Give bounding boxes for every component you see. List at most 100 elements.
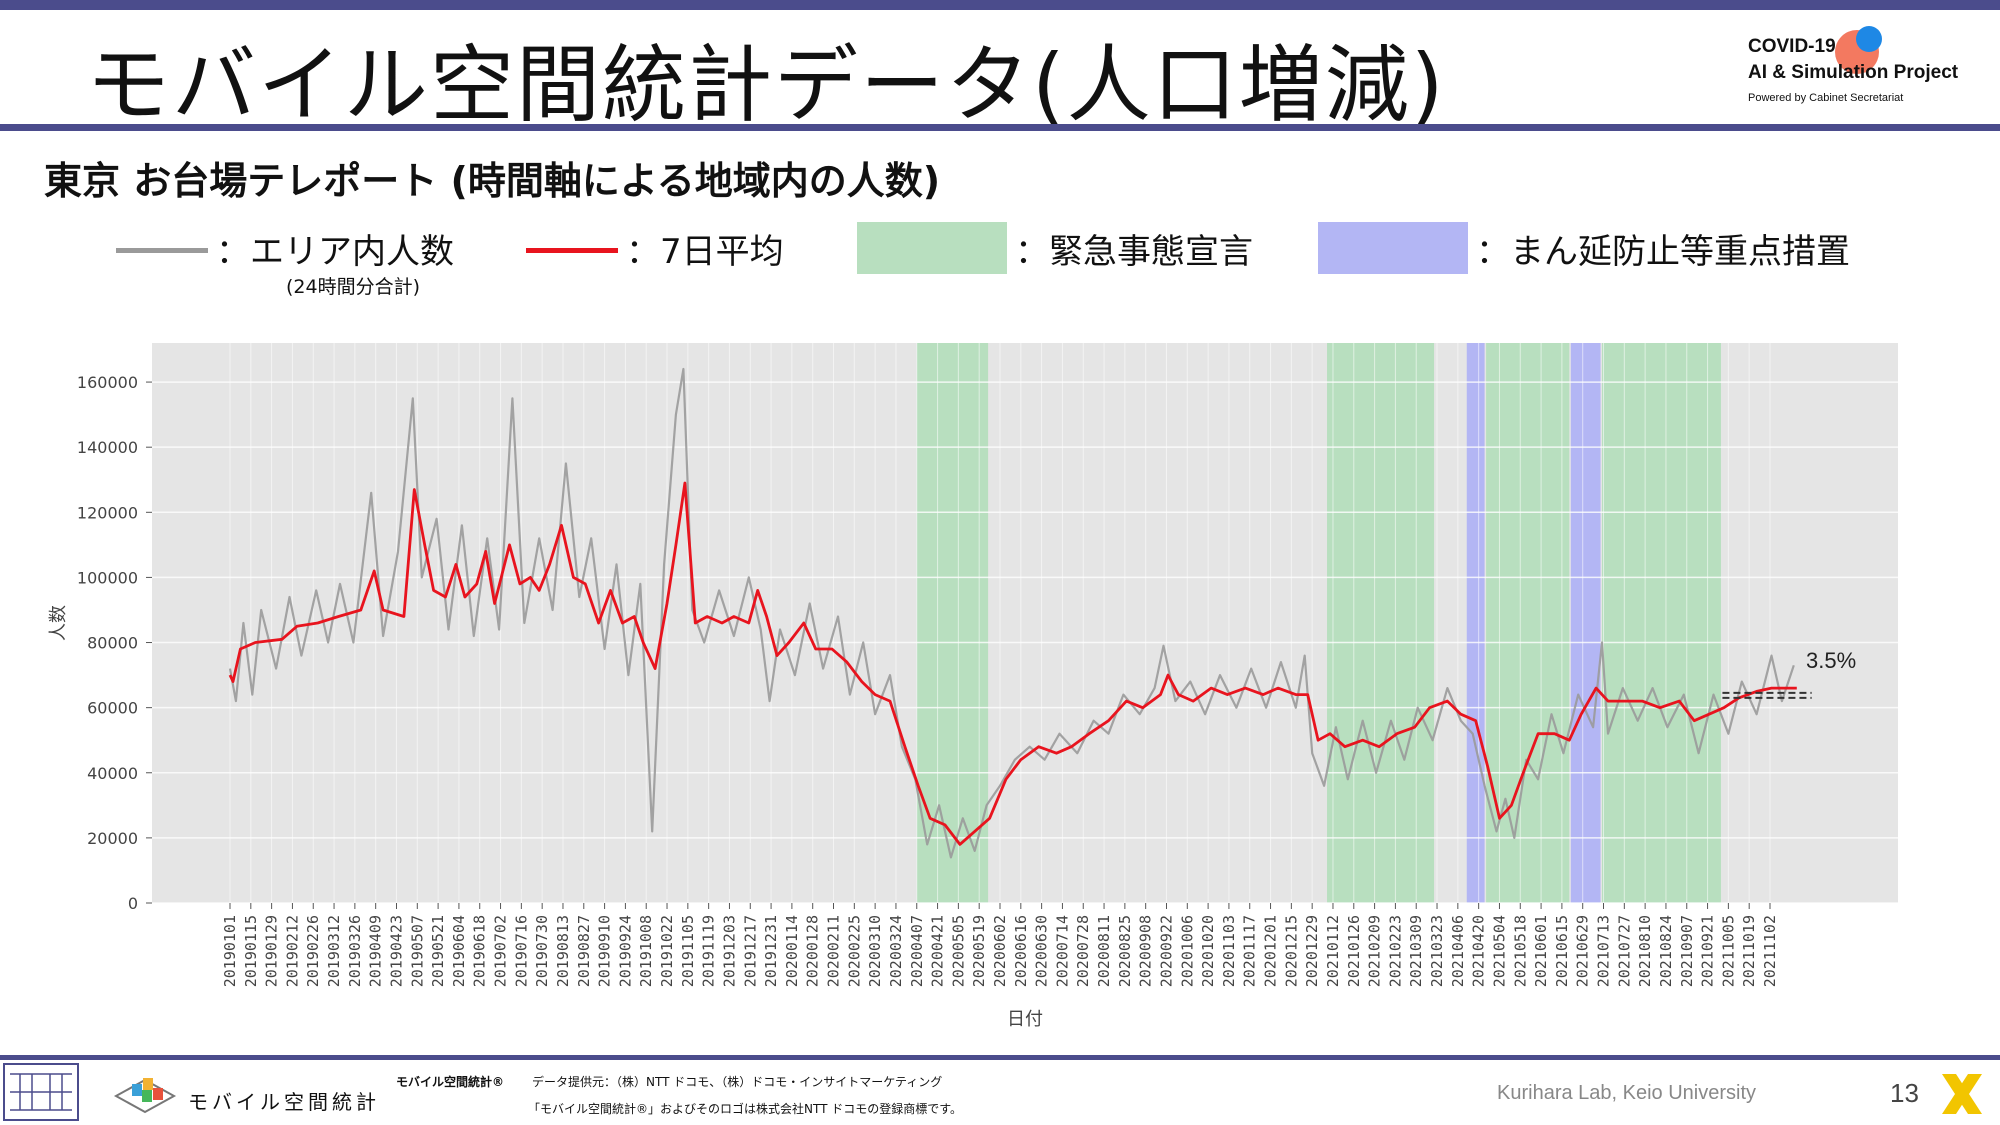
y-tick-label: 80000 — [87, 634, 138, 653]
header-divider — [0, 124, 2000, 131]
seven-day-average-line — [228, 481, 1797, 846]
x-tick-label: 20201229 — [1303, 915, 1321, 987]
x-tick-label: 20201006 — [1178, 915, 1196, 987]
x-tick-label: 20210727 — [1615, 915, 1633, 987]
x-tick-label: 20210504 — [1490, 915, 1508, 987]
x-tick-label: 20200728 — [1074, 915, 1092, 987]
x-tick-label: 20190924 — [616, 915, 634, 987]
x-tick-label: 20210824 — [1657, 915, 1675, 987]
y-tick-label: 60000 — [87, 699, 138, 718]
x-tick-label: 20200616 — [1012, 915, 1030, 987]
x-tick-label: 20190521 — [429, 915, 447, 987]
change-annotation: 3.5% — [1806, 648, 1856, 673]
legend-label-emergency: ：緊急事態宣言 — [1015, 232, 1253, 272]
legend-sublabel-area: (24時間分合計) — [286, 276, 421, 298]
x-tick-label: 20200505 — [949, 915, 967, 987]
project-logo: COVID-19 AI & Simulation Project Powered… — [1740, 22, 1985, 112]
legend-item-emergency: ：緊急事態宣言 — [857, 218, 1297, 288]
x-tick-label: 20201215 — [1282, 915, 1300, 987]
y-tick-label: 100000 — [77, 568, 138, 587]
x-tick-label: 20210323 — [1428, 915, 1446, 987]
x-tick-label: 20201103 — [1220, 915, 1238, 987]
legend-item-area: ：エリア内人数 (24時間分合計) — [116, 218, 516, 298]
emergency-band — [1327, 343, 1435, 903]
x-tick-label: 20200225 — [845, 915, 863, 987]
legend-swatch-purple — [1318, 222, 1468, 274]
x-tick-label: 20201201 — [1262, 915, 1280, 987]
page-number: 13 — [1890, 1078, 1919, 1108]
x-tick-label: 20210518 — [1511, 915, 1529, 987]
x-tick-label: 20191008 — [637, 915, 655, 987]
x-tick-label: 20190702 — [492, 915, 510, 987]
x-tick-label: 20200128 — [804, 915, 822, 987]
footer-brand-label: モバイル空間統計 — [188, 1090, 380, 1114]
x-axis-label: 日付 — [1007, 1009, 1043, 1030]
logo-line-2: AI & Simulation Project — [1748, 62, 1959, 83]
x-tick-label: 20200114 — [783, 915, 801, 987]
chart-subtitle: 東京 お台場テレポート (時間軸による地域内の人数) — [44, 159, 941, 203]
logo-blue-circle-icon — [1856, 26, 1882, 52]
x-tick-label: 20190423 — [387, 915, 405, 987]
x-tick-label: 20191231 — [762, 915, 780, 987]
x-tick-label: 20200922 — [1157, 915, 1175, 987]
x-tick-label: 20210921 — [1699, 915, 1717, 987]
x-tick-label: 20190730 — [533, 915, 551, 987]
x-tick-label: 20190604 — [450, 915, 468, 987]
y-tick-label: 20000 — [87, 829, 138, 848]
legend-swatch-green — [857, 222, 1007, 274]
legend-item-priority: ：まん延防止等重点措置 — [1318, 218, 1958, 288]
footer-divider — [0, 1055, 2000, 1060]
x-tick-label: 20200630 — [1033, 915, 1051, 987]
y-axis-label: 人数 — [48, 605, 69, 641]
x-tick-label: 20200421 — [929, 915, 947, 987]
x-tick-label: 20210713 — [1595, 915, 1613, 987]
emergency-band — [1602, 343, 1721, 903]
x-tick-label: 20210907 — [1678, 915, 1696, 987]
legend-label-avg: ：7日平均 — [626, 232, 784, 272]
x-tick-label: 20210209 — [1366, 915, 1384, 987]
legend-label-priority: ：まん延防止等重点措置 — [1476, 232, 1850, 272]
x-tick-label: 20200714 — [1053, 915, 1071, 987]
mobile-spatial-stats-logo-icon — [113, 1078, 177, 1114]
x-tick-label: 20190409 — [367, 915, 385, 987]
x-tick-label: 20210406 — [1449, 915, 1467, 987]
x-tick-label: 20200211 — [825, 915, 843, 987]
priority-band — [1466, 343, 1485, 903]
priority-band — [1570, 343, 1601, 903]
x-tick-label: 20210126 — [1345, 915, 1363, 987]
logo-line-3: Powered by Cabinet Secretariat — [1748, 92, 1904, 104]
x-tick-label: 20190115 — [242, 915, 260, 987]
x-mark-logo-icon — [1942, 1074, 1982, 1114]
x-tick-label: 20190226 — [304, 915, 322, 987]
x-tick-label: 20200324 — [887, 915, 905, 987]
x-tick-label: 20191119 — [700, 915, 718, 987]
x-tick-label: 20210629 — [1574, 915, 1592, 987]
x-tick-label: 20190910 — [596, 915, 614, 987]
x-tick-label: 20210309 — [1407, 915, 1425, 987]
legend-label-area: ：エリア内人数 — [216, 232, 454, 272]
y-tick-label: 40000 — [87, 764, 138, 783]
x-tick-label: 20200602 — [991, 915, 1009, 987]
footer-trademark: 「モバイル空間統計®」およびそのロゴは株式会社NTT ドコモの登録商標です。 — [528, 1102, 963, 1116]
x-tick-label: 20190507 — [408, 915, 426, 987]
footer-credit: Kurihara Lab, Keio University — [1497, 1082, 1757, 1104]
x-tick-label: 20200519 — [970, 915, 988, 987]
x-tick-label: 20191022 — [658, 915, 676, 987]
x-tick-label: 20190618 — [471, 915, 489, 987]
x-tick-label: 20190716 — [512, 915, 530, 987]
x-tick-label: 20190326 — [346, 915, 364, 987]
x-tick-label: 20190312 — [325, 915, 343, 987]
x-tick-label: 20200825 — [1116, 915, 1134, 987]
y-tick-label: 140000 — [77, 438, 138, 457]
x-tick-label: 20210223 — [1386, 915, 1404, 987]
x-tick-label: 20190101 — [221, 915, 239, 987]
footer-source-text: データ提供元：（株）NTT ドコモ、（株）ドコモ・インサイトマーケティング — [532, 1075, 943, 1089]
x-tick-label: 20191203 — [720, 915, 738, 987]
x-tick-label: 20200811 — [1095, 915, 1113, 987]
page-title: モバイル空間統計データ(人口増減) — [86, 36, 1446, 134]
emergency-band — [916, 343, 989, 903]
x-tick-label: 20201117 — [1241, 915, 1259, 987]
x-tick-label: 20211102 — [1761, 915, 1779, 987]
x-tick-label: 20190827 — [575, 915, 593, 987]
ai-lab-logo-icon — [3, 1063, 79, 1121]
